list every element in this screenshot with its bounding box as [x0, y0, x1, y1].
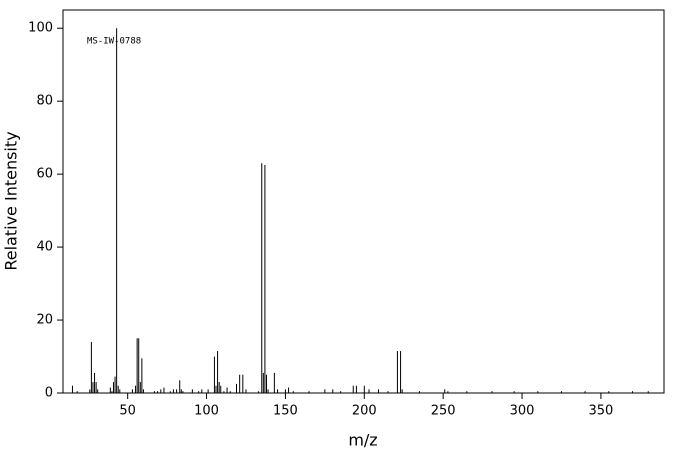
x-tick-label: 150 [273, 404, 298, 419]
y-tick-label: 100 [28, 21, 53, 36]
y-tick-label: 20 [36, 313, 53, 328]
plot-frame [62, 9, 665, 394]
x-tick-label: 200 [352, 404, 377, 419]
y-axis-title: Relative Intensity [2, 131, 21, 270]
x-axis-title: m/z [348, 431, 377, 450]
y-tick-label: 40 [36, 240, 53, 255]
x-tick-label: 50 [119, 404, 136, 419]
x-tick-label: 300 [510, 404, 535, 419]
x-tick-label: 350 [588, 404, 613, 419]
y-tick-label: 80 [36, 94, 53, 109]
y-tick-label: 60 [36, 167, 53, 182]
x-tick-label: 250 [431, 404, 456, 419]
x-tick-label: 100 [194, 404, 219, 419]
y-tick-label: 0 [45, 386, 53, 401]
annotation: MS-IW-0788 [87, 37, 141, 47]
